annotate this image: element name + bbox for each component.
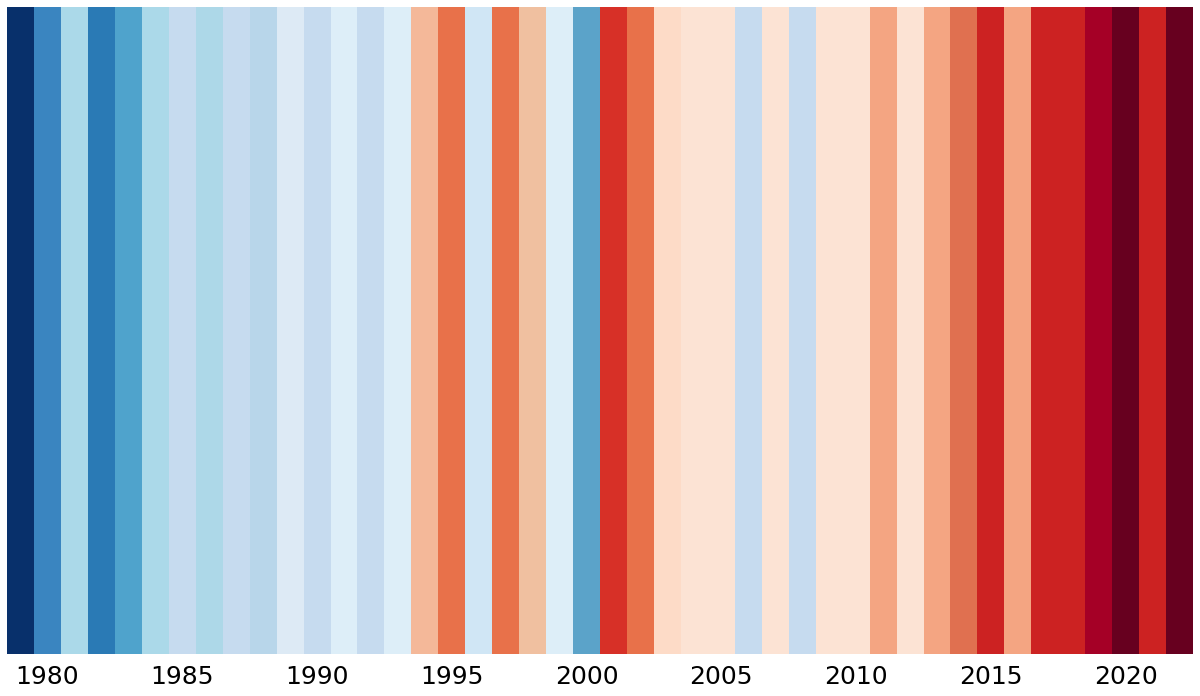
Bar (680, 7, 708, 654)
Bar (1004, 7, 1031, 654)
Bar (842, 7, 870, 654)
Bar (1166, 7, 1193, 654)
Bar (276, 7, 304, 654)
Bar (600, 7, 628, 654)
Bar (546, 7, 574, 654)
Bar (896, 7, 924, 654)
Bar (250, 7, 276, 654)
Bar (574, 7, 600, 654)
Bar (384, 7, 412, 654)
Bar (734, 7, 762, 654)
Bar (924, 7, 950, 654)
Bar (1139, 7, 1166, 654)
Bar (304, 7, 330, 654)
Bar (358, 7, 384, 654)
Bar (223, 7, 250, 654)
Bar (142, 7, 169, 654)
Bar (978, 7, 1004, 654)
Bar (438, 7, 466, 654)
Bar (169, 7, 196, 654)
Bar (520, 7, 546, 654)
Bar (1058, 7, 1085, 654)
Bar (950, 7, 978, 654)
Bar (708, 7, 734, 654)
Bar (1085, 7, 1112, 654)
Bar (412, 7, 438, 654)
Bar (466, 7, 492, 654)
Bar (88, 7, 115, 654)
Bar (1031, 7, 1058, 654)
Bar (7, 7, 34, 654)
Bar (654, 7, 680, 654)
Bar (196, 7, 223, 654)
Bar (628, 7, 654, 654)
Bar (1112, 7, 1139, 654)
Bar (762, 7, 788, 654)
Bar (788, 7, 816, 654)
Bar (61, 7, 88, 654)
Bar (34, 7, 61, 654)
Bar (330, 7, 358, 654)
Bar (492, 7, 520, 654)
Bar (870, 7, 896, 654)
Bar (816, 7, 842, 654)
Bar (115, 7, 142, 654)
